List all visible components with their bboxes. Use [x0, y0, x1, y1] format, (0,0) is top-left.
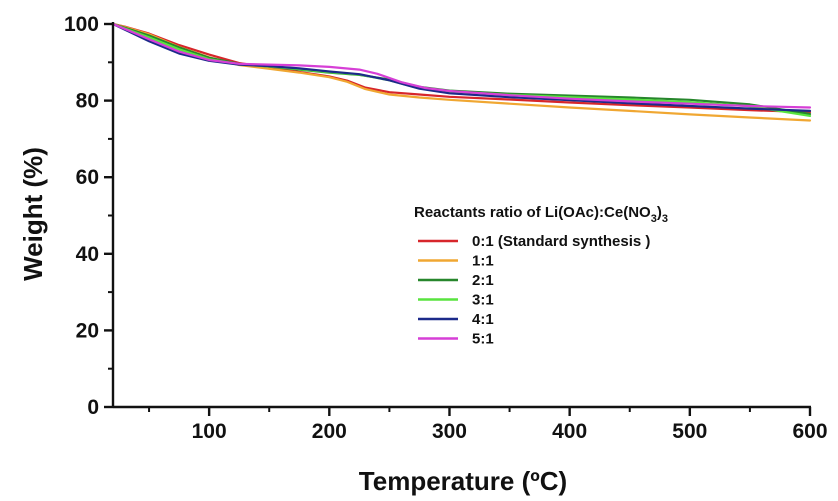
legend-item: 1:1	[418, 253, 494, 270]
series-line-5	[111, 22, 812, 112]
legend-item: 3:1	[418, 292, 494, 309]
legend-item: 2:1	[418, 272, 494, 289]
series-line-4	[111, 22, 812, 117]
y-tick-label: 60	[76, 166, 99, 189]
x-tick-label: 300	[432, 420, 467, 443]
series-line-1	[111, 22, 812, 114]
y-tick-label: 40	[76, 243, 99, 266]
x-axis-title: Temperature (ºC)	[359, 466, 567, 496]
legend: Reactants ratio of Li(OAc):Ce(NO3)3 0:1 …	[414, 204, 668, 348]
y-axis-title: Weight (%)	[18, 147, 48, 281]
series-line-6	[111, 22, 812, 109]
y-tick-label: 0	[87, 396, 99, 419]
legend-label: 1:1	[472, 253, 494, 270]
legend-item: 0:1 (Standard synthesis )	[418, 233, 650, 250]
x-tick-label: 400	[552, 420, 587, 443]
series-lines	[111, 22, 812, 122]
legend-label: 2:1	[472, 272, 494, 289]
x-tick-label: 100	[192, 420, 227, 443]
y-tick-label: 20	[76, 319, 99, 342]
legend-title: Reactants ratio of Li(OAc):Ce(NO3)3	[414, 204, 668, 225]
x-tick-label: 200	[312, 420, 347, 443]
legend-label: 0:1 (Standard synthesis )	[472, 233, 650, 250]
legend-label: 3:1	[472, 292, 494, 309]
legend-label: 4:1	[472, 311, 494, 328]
legend-item: 4:1	[418, 311, 494, 328]
x-tick-label: 500	[672, 420, 707, 443]
y-tick-label: 100	[64, 13, 99, 36]
ticks: 0 20 40 60 80 100 100 200 300 400 500 600	[64, 13, 828, 443]
legend-item: 5:1	[418, 331, 494, 348]
y-tick-label: 80	[76, 90, 99, 113]
legend-label: 5:1	[472, 331, 494, 348]
legend-entries: 0:1 (Standard synthesis ) 1:1 2:1 3:1 4:1 5:1	[418, 233, 650, 348]
x-tick-label: 600	[792, 420, 827, 443]
